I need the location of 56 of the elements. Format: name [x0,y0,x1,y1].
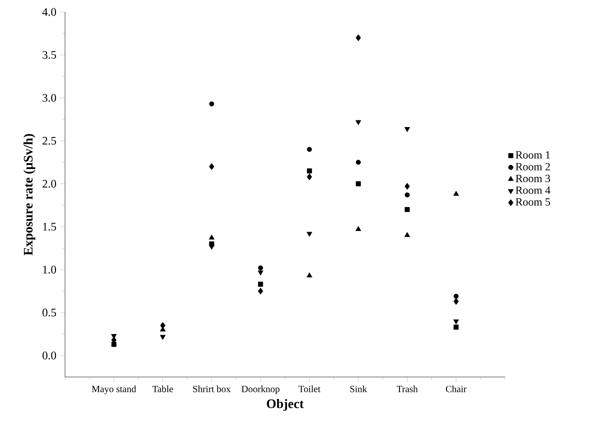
y-tick-label: 1.0 [43,266,56,274]
x-tick-label: Table [152,386,173,392]
point [258,282,264,287]
point [306,173,312,180]
point [404,182,410,190]
point [208,234,214,240]
point [306,272,312,278]
legend-label: Room 2 [516,163,550,170]
point [258,265,264,270]
point [356,226,362,231]
x-axis-title: Object [266,399,304,411]
point [160,334,166,340]
y-tick-label: 3.5 [42,51,56,59]
point [454,324,459,330]
point [258,270,264,276]
point [306,146,312,152]
point [356,120,362,126]
x-tick-label: Sink [350,386,368,392]
x-tick-label: Doorknop [242,386,280,394]
point [160,322,166,329]
point [306,168,312,174]
x-tick-label: Trash [396,386,418,392]
y-tick-label: 2.5 [42,136,56,145]
y-tick-label: 2.0 [42,180,56,188]
y-tick-label: 1.5 [43,222,56,231]
point [404,192,410,198]
point [404,207,410,212]
legend-label: Room 4 [516,186,550,194]
x-tick-label: Chair [446,386,467,392]
x-tick-label: Shrirt box [193,386,231,392]
point [404,127,410,132]
x-tick-label: Mayo stand [92,386,136,394]
point [453,190,459,196]
point [454,294,459,299]
point [306,232,312,237]
x-tick-label: Toilet [298,386,320,392]
point [356,181,361,186]
y-tick-label: 4.0 [42,8,56,16]
point [209,163,214,170]
legend-label: Room 1 [516,151,550,159]
point [208,244,214,250]
point [111,342,116,347]
point [404,232,410,237]
point [258,288,264,295]
y-axis-title: Exposure rate (µSv/h) [23,134,36,256]
y-tick-label: 0.5 [42,308,56,316]
y-tick-label: 0.0 [42,352,56,360]
point [356,160,361,165]
legend-label: Room 5 [516,198,550,206]
y-tick-label: 3.0 [42,94,56,102]
legend-label: Room 3 [516,174,550,182]
point [453,319,459,324]
point [454,298,459,305]
point [356,34,361,42]
point [111,336,116,344]
point [209,101,214,106]
